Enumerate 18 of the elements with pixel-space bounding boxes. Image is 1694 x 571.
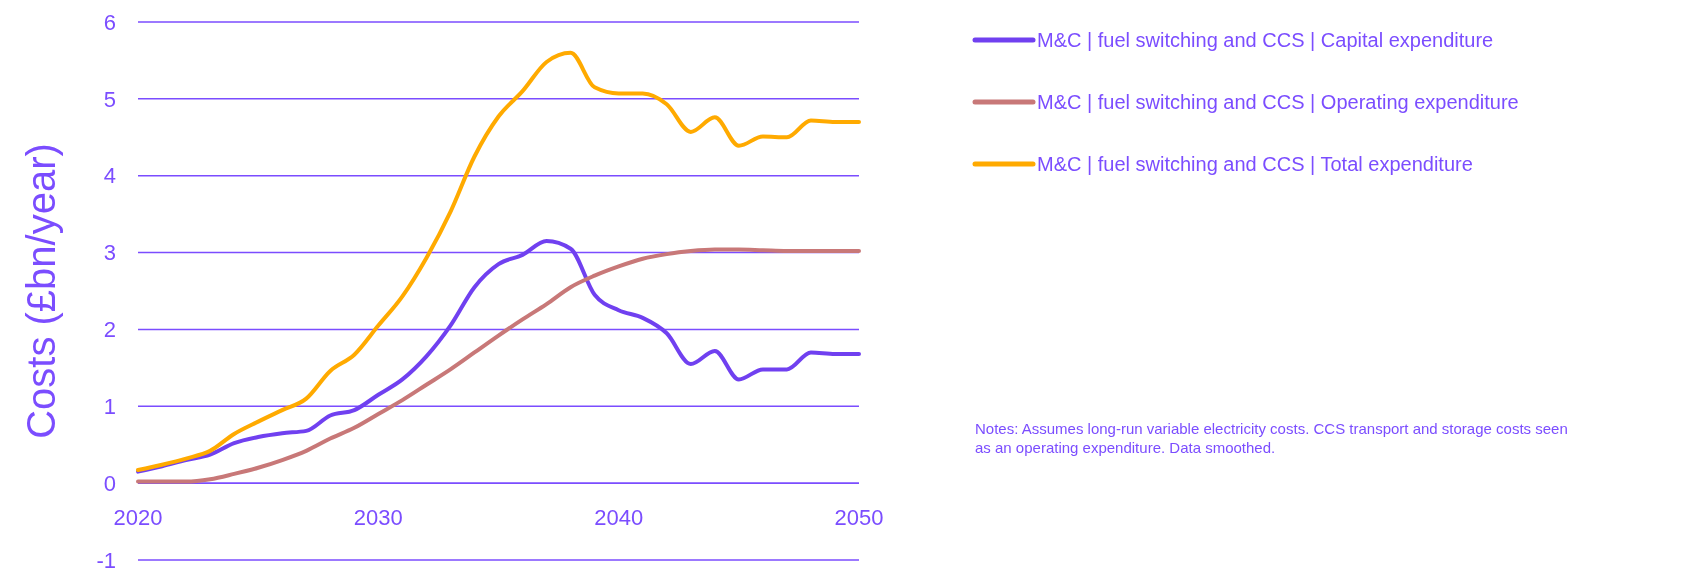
y-axis-title: Costs (£bn/year) — [19, 143, 63, 439]
legend-label: M&C | fuel switching and CCS | Total expenditure — [1037, 153, 1473, 175]
y-tick-label: 2 — [103, 317, 116, 343]
y-tick-label: -1 — [96, 547, 116, 571]
y-tick-label: 6 — [103, 9, 116, 35]
x-tick-label: 2040 — [594, 505, 644, 531]
x-tick-label: 2030 — [353, 505, 403, 531]
legend-label: M&C | fuel switching and CCS | Operating expenditure — [1037, 91, 1519, 113]
y-tick-label: 3 — [103, 240, 116, 266]
y-tick-label: 4 — [103, 163, 116, 189]
line-series — [136, 50, 861, 473]
x-tick-label: 2050 — [834, 505, 884, 531]
legend-label: M&C | fuel switching and CCS | Capital expenditure — [1037, 29, 1494, 51]
y-tick-label: 5 — [103, 86, 116, 112]
y-tick-label: 0 — [103, 470, 116, 496]
text: Notes: Assumes long-run variable electricity costs. CCS transport and storage costs seen as an operating expenditure. Data smoothed. — [975, 420, 1568, 456]
y-tick-label: 1 — [103, 393, 116, 419]
x-tick-label: 2020 — [113, 505, 163, 531]
